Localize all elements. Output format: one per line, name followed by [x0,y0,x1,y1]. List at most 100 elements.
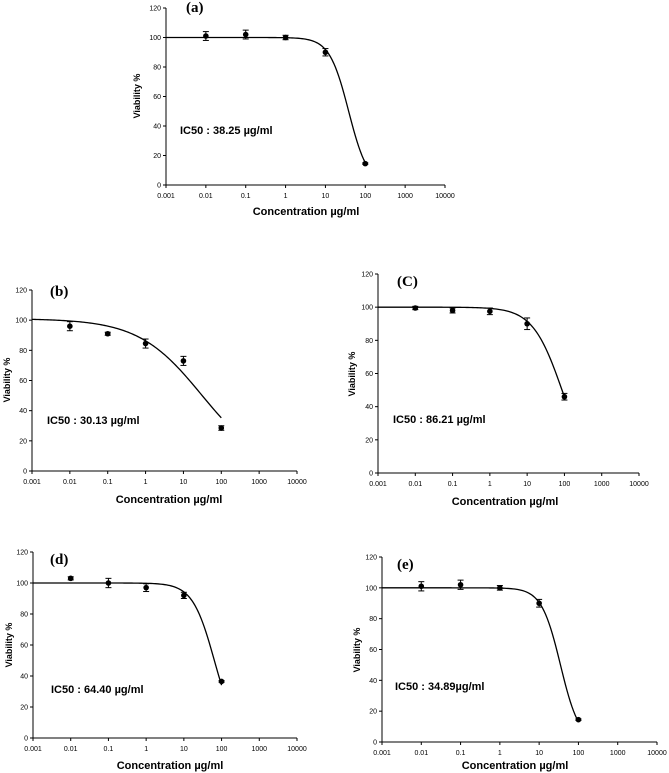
panel-label: (a) [186,0,204,16]
x-tick-label: 10 [535,750,543,757]
data-point [497,585,503,591]
data-point [143,584,149,591]
y-tick-label: 60 [369,647,377,654]
data-point [457,581,464,588]
y-tick-label: 100 [361,305,373,312]
y-tick-label: 100 [16,581,28,588]
y-tick-label: 60 [20,643,28,650]
fit-curve [33,582,223,686]
y-tick-label: 60 [153,94,161,101]
chart-panel-1: 0 20 40 60 80 100 120 0.001 0.01 0.1 1 10 100 1000 100… [132,0,455,218]
data-point [561,393,568,400]
y-axis-title: Viability % [4,623,14,668]
y-tick-label: 100 [149,35,161,42]
data-point [105,580,112,586]
y-tick-label: 0 [157,183,161,190]
panel-label: (b) [50,284,68,300]
data-point [449,307,456,314]
data-point [362,160,369,167]
x-tick-label: 0.01 [64,746,78,753]
x-tick-label: 10000 [287,479,307,486]
y-tick-label: 20 [20,705,28,712]
data-point [181,592,187,599]
x-tick-label: 1 [144,746,148,753]
x-tick-label: 0.001 [23,479,41,486]
x-tick-label: 1000 [397,193,413,200]
x-tick-label: 1 [498,750,502,757]
y-tick-label: 60 [19,378,27,385]
x-tick-label: 10000 [647,750,667,757]
x-tick-label: 100 [215,479,227,486]
x-tick-label: 100 [359,193,371,200]
x-tick-label: 1 [144,479,148,486]
y-tick-label: 20 [365,437,373,444]
x-tick-label: 0.1 [104,746,114,753]
data-point [203,33,209,39]
x-tick-label: 0.01 [63,479,77,486]
y-axis-title: Viability % [347,352,357,397]
y-tick-label: 20 [19,438,27,445]
x-tick-label: 0.001 [369,481,387,488]
x-tick-label: 0.001 [24,746,42,753]
x-tick-label: 1000 [594,481,610,488]
x-axis-title: Concentration µg/ml [462,760,569,772]
y-axis-title: Viability % [352,628,362,673]
y-tick-label: 20 [369,709,377,716]
data-point [282,34,289,41]
x-axis-title: Concentration µg/ml [116,494,223,506]
x-tick-label: 0.001 [157,193,175,200]
chart-panel-2: 0 20 40 60 80 100 120 0.001 0.01 0.1 1 10 100 1000 100… [2,284,307,506]
y-tick-label: 80 [369,616,377,623]
chart-panel-5: 0 20 40 60 80 100 120 0.001 0.01 0.1 1 10 100 1000 100… [352,555,667,773]
y-tick-label: 40 [365,404,373,411]
y-tick-label: 120 [365,555,377,562]
y-tick-label: 40 [20,674,28,681]
x-tick-label: 0.01 [408,481,422,488]
x-axis-title: Concentration µg/ml [452,496,559,508]
y-axis-title: Viability % [2,358,12,403]
ic50-annotation: IC50 : 30.13 µg/ml [47,415,140,427]
data-point [322,49,329,56]
panel-label: (C) [397,274,418,290]
data-point [180,358,187,364]
data-point [218,425,225,431]
y-axis-title: Viability % [132,74,142,119]
x-tick-label: 1 [284,193,288,200]
x-tick-label: 100 [573,750,585,757]
data-point [67,575,74,582]
x-tick-label: 10000 [435,193,455,200]
y-tick-label: 120 [361,272,373,279]
data-point [242,31,249,38]
x-tick-label: 0.1 [448,481,458,488]
chart-panel-4: 0 20 40 60 80 100 120 0.001 0.01 0.1 1 10 100 1000 100… [4,550,307,773]
data-point [218,678,225,685]
ic50-annotation: IC50 : 34.89µg/ml [395,681,485,693]
y-tick-label: 40 [153,124,161,131]
x-tick-label: 0.1 [241,193,251,200]
panel-label: (d) [50,552,68,568]
data-point [536,600,542,607]
x-tick-label: 10 [180,479,188,486]
y-tick-label: 120 [16,550,28,557]
x-tick-label: 0.01 [199,193,213,200]
data-point [412,305,419,311]
y-tick-label: 100 [365,585,377,592]
x-tick-label: 10000 [629,481,649,488]
x-tick-label: 0.001 [373,750,391,757]
y-tick-label: 0 [24,736,28,743]
y-tick-label: 120 [15,288,27,295]
y-tick-label: 0 [23,469,27,476]
y-tick-label: 20 [153,153,161,160]
ic50-annotation: IC50 : 86.21 µg/ml [393,414,486,426]
y-tick-label: 60 [365,371,373,378]
y-tick-label: 100 [15,318,27,325]
data-point [142,340,149,347]
x-tick-label: 1000 [251,746,267,753]
y-tick-label: 0 [369,471,373,478]
fit-curve [378,306,566,398]
y-tick-label: 80 [19,348,27,355]
ic50-annotation: IC50 : 38.25 µg/ml [180,125,273,137]
fit-curve [31,318,222,419]
x-axis-title: Concentration µg/ml [117,760,224,772]
